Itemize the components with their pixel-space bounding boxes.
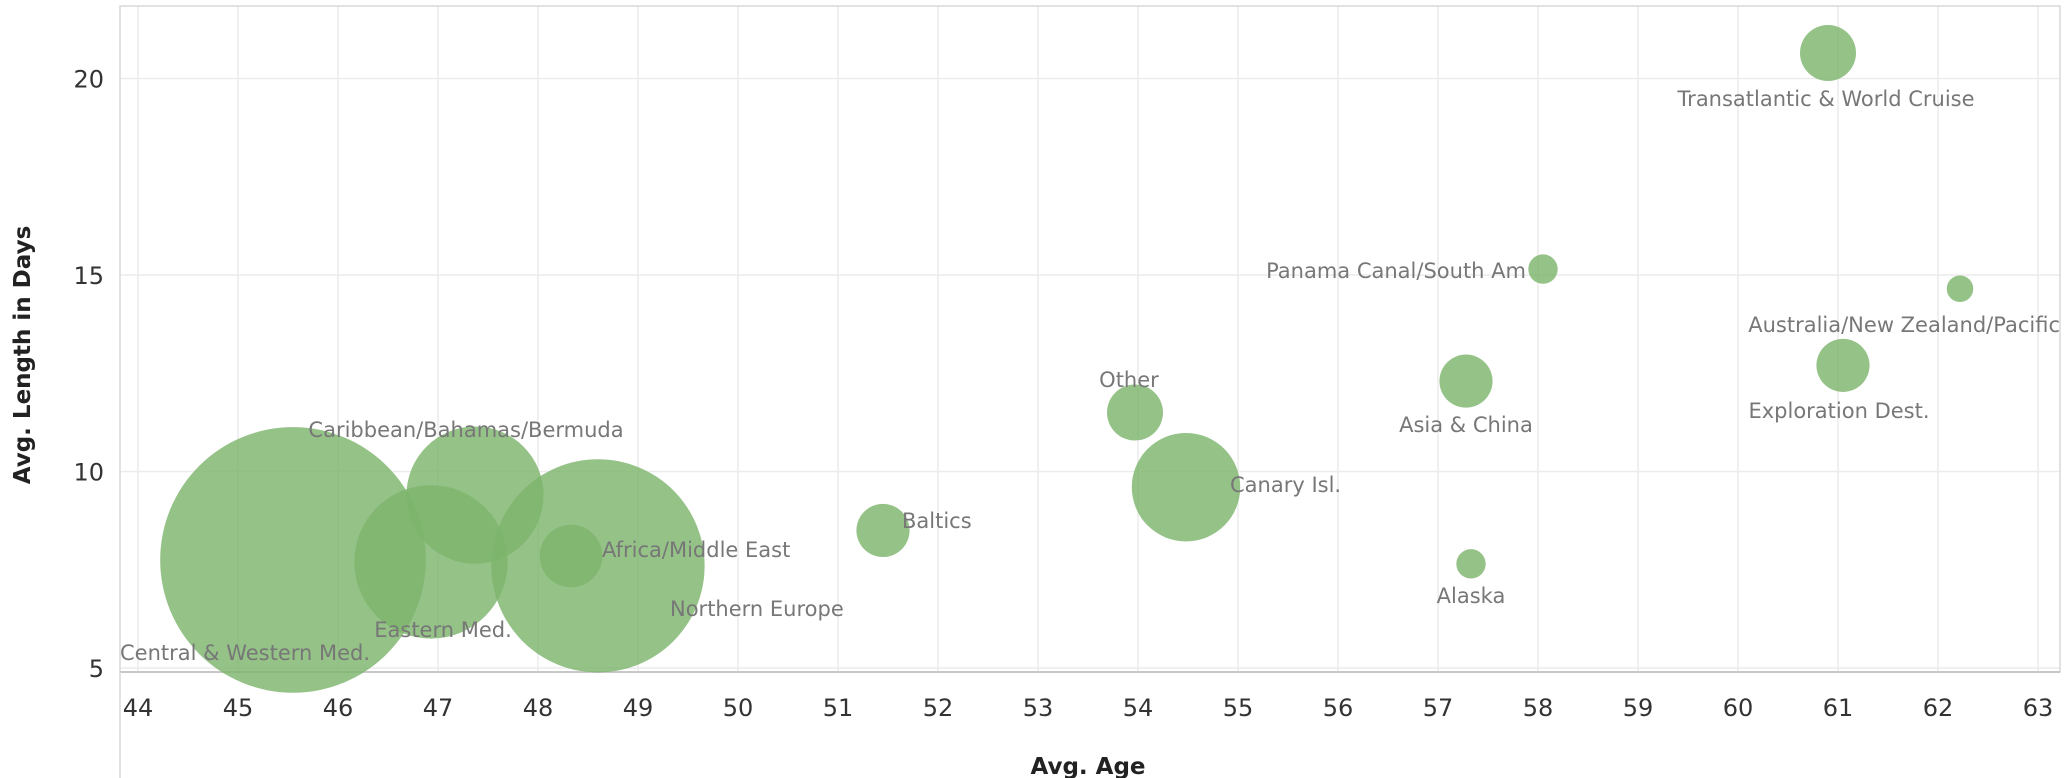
x-tick-label: 55 xyxy=(1223,694,1254,722)
bubble xyxy=(1816,338,1870,392)
point-label: Canary Isl. xyxy=(1230,473,1341,497)
bubble xyxy=(856,503,910,558)
x-tick-label: 51 xyxy=(823,694,854,722)
x-tick-label: 57 xyxy=(1423,694,1454,722)
bubble xyxy=(1131,432,1241,542)
x-tick-label: 61 xyxy=(1823,694,1854,722)
point-labels: Central & Western Med.Eastern Med. Caribb… xyxy=(120,87,2060,665)
y-axis-title: Avg. Length in Days xyxy=(10,226,36,485)
bubble xyxy=(1439,354,1493,408)
x-tick-label: 52 xyxy=(923,694,954,722)
grid-lines xyxy=(120,6,2060,672)
x-tick-label: 62 xyxy=(1923,694,1954,722)
point-label: Other xyxy=(1099,368,1159,392)
bubble xyxy=(1528,254,1558,284)
x-tick-label: 58 xyxy=(1523,694,1554,722)
point-label: Asia & China xyxy=(1399,413,1533,437)
y-tick-label: 20 xyxy=(73,66,104,94)
point-label: Transatlantic & World Cruise xyxy=(1676,87,1974,111)
x-tick-label: 56 xyxy=(1323,694,1354,722)
x-tick-label: 46 xyxy=(323,694,354,722)
bubble xyxy=(160,427,426,693)
bubble xyxy=(1800,24,1856,81)
point-label: Baltics xyxy=(902,509,972,533)
x-tick-label: 49 xyxy=(623,694,654,722)
x-tick-label: 63 xyxy=(2023,694,2054,722)
bubble xyxy=(1456,549,1486,579)
x-tick-label: 59 xyxy=(1623,694,1654,722)
bubble xyxy=(1946,275,1974,303)
x-tick-label: 45 xyxy=(223,694,254,722)
plot-frame xyxy=(119,5,2061,778)
x-tick-label: 53 xyxy=(1023,694,1054,722)
point-label: Africa/Middle East xyxy=(602,538,790,562)
point-label: Exploration Dest. xyxy=(1748,399,1929,423)
point-label: Central & Western Med. xyxy=(120,641,370,665)
x-axis-title: Avg. Age xyxy=(1030,754,1145,778)
x-tick-label: 47 xyxy=(423,694,454,722)
point-label: Australia/New Zealand/Pacific xyxy=(1748,313,2060,337)
point-label: Alaska xyxy=(1437,584,1506,608)
y-tick-label: 10 xyxy=(73,459,104,487)
x-axis-ticks: 44 45 46 47 48 49 50 51 52 53 54 55 56 57 58 59 60 61 62 63 xyxy=(123,694,2054,722)
point-label: Eastern Med. xyxy=(374,618,512,642)
x-tick-label: 44 xyxy=(123,694,154,722)
x-tick-label: 50 xyxy=(723,694,754,722)
point-label: Caribbean/Bahamas/Bermuda xyxy=(308,418,623,442)
point-label: Panama Canal/South Am xyxy=(1266,259,1526,283)
point-label: Northern Europe xyxy=(670,597,844,621)
x-tick-label: 60 xyxy=(1723,694,1754,722)
x-tick-label: 48 xyxy=(523,694,554,722)
bubbles xyxy=(160,24,1974,693)
y-axis-ticks: 5 10 15 20 xyxy=(73,66,104,684)
bubble xyxy=(1107,384,1163,441)
y-tick-label: 15 xyxy=(73,262,104,290)
bubble xyxy=(491,459,705,673)
x-tick-label: 54 xyxy=(1123,694,1154,722)
y-tick-label: 5 xyxy=(89,655,104,683)
